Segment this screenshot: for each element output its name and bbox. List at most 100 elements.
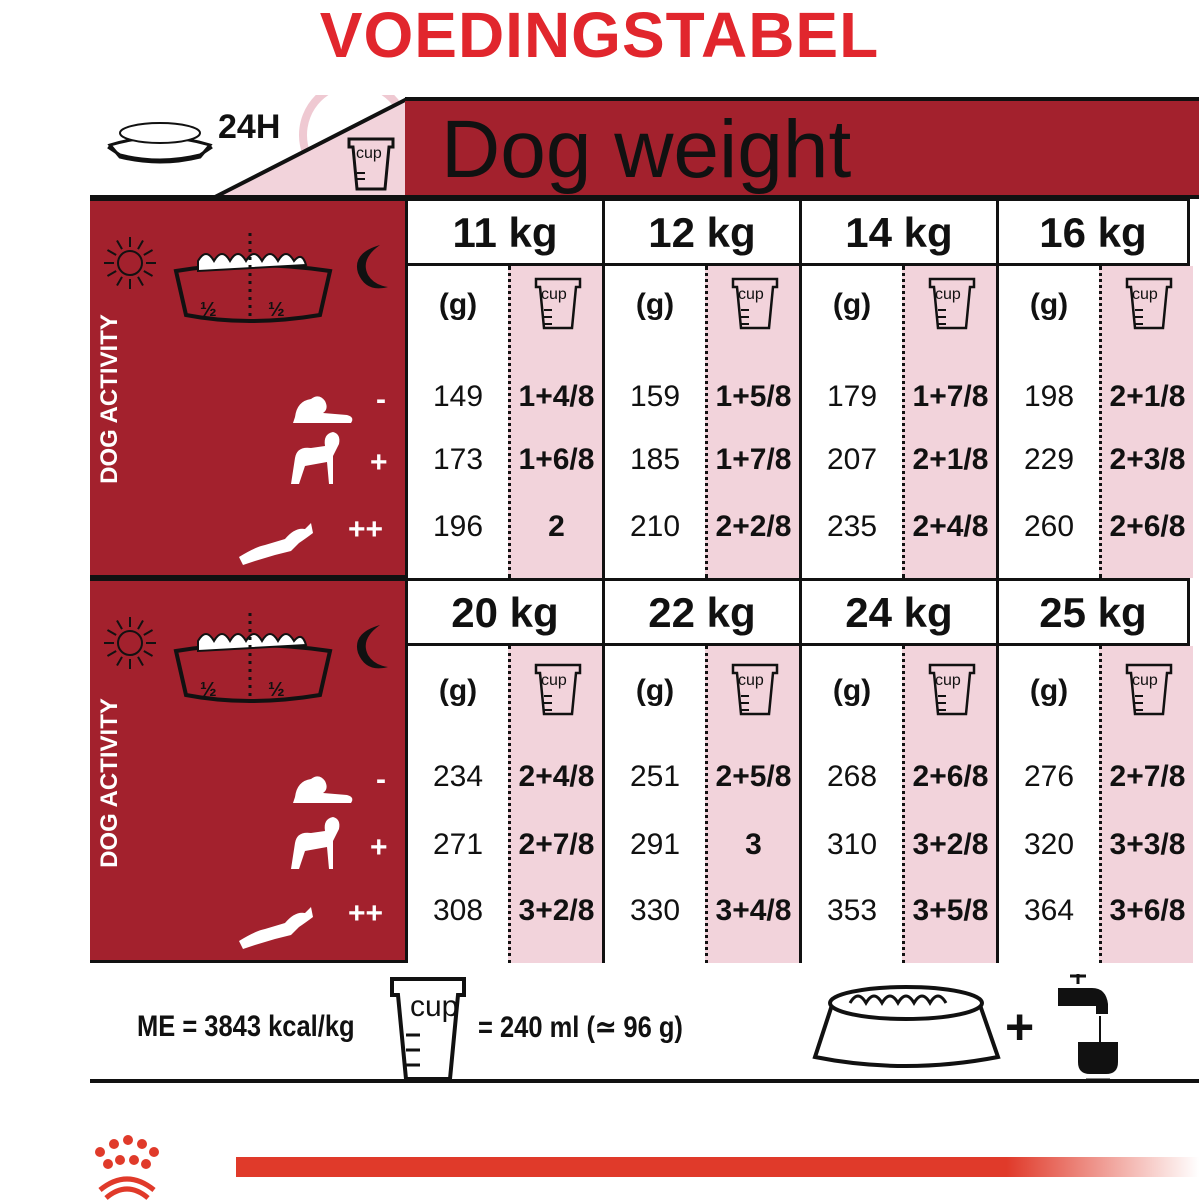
cups-value: 2+6/8 xyxy=(1109,510,1186,543)
activity-level: + xyxy=(370,831,388,864)
cup-column: cup 2+6/8 3+2/8 3+5/8 xyxy=(902,646,996,963)
weight-header: 14 kg xyxy=(802,198,996,266)
divider xyxy=(90,195,1199,199)
cup-label: cup xyxy=(410,990,459,1023)
brand-bar xyxy=(236,1157,1199,1177)
cups-value: 2+1/8 xyxy=(1109,380,1186,413)
activity-level: ++ xyxy=(348,513,384,546)
weight-header: 11 kg xyxy=(408,198,602,266)
weight-header: 12 kg xyxy=(605,198,799,266)
dog-activity-high-icon xyxy=(239,907,313,949)
grams-header: (g) xyxy=(832,288,872,321)
grams-value: 179 xyxy=(826,380,878,413)
grams-value: 185 xyxy=(629,443,681,476)
cup-icon-label: cup xyxy=(935,672,961,689)
dog-activity-medium-icon xyxy=(291,817,340,869)
cup-icon-label: cup xyxy=(738,672,764,689)
dog-activity-low-icon xyxy=(293,396,353,423)
cup-column: cup 2+1/8 2+3/8 2+6/8 xyxy=(1099,266,1193,578)
weight-column: 24 kg cup 2+6/8 3+2/8 3+5/8 (g) 268 310 353 xyxy=(799,578,996,963)
grams-value: 268 xyxy=(826,760,878,793)
half-night: ½ xyxy=(268,679,285,701)
cup-icon-label: cup xyxy=(1132,286,1158,303)
activity-level: ++ xyxy=(348,897,384,930)
cups-value: 2+4/8 xyxy=(912,510,989,543)
grams-value: 330 xyxy=(629,894,681,927)
food-bowl-icon xyxy=(812,985,1001,1068)
dog-activity-medium-icon xyxy=(291,432,340,484)
cups-value: 2+2/8 xyxy=(715,510,792,543)
weight-column: 14 kg cup 1+7/8 2+1/8 2+4/8 (g) 179 207 235 xyxy=(799,198,996,578)
weight-column: 12 kg cup 1+5/8 1+7/8 2+2/8 (g) 159 185 210 xyxy=(602,198,799,578)
grams-header: (g) xyxy=(438,674,478,707)
activity-panel: ½ ½ DOG ACTIVITY - + ++ xyxy=(90,198,405,578)
grams-header: (g) xyxy=(832,674,872,707)
cup-equivalent: = 240 ml (≃ 96 g) xyxy=(478,1011,683,1044)
weight-column: 16 kg cup 2+1/8 2+3/8 2+6/8 (g) 198 229 260 xyxy=(996,198,1193,578)
grams-value: 149 xyxy=(432,380,484,413)
weight-column: 22 kg cup 2+5/8 3 3+4/8 (g) 251 291 330 xyxy=(602,578,799,963)
royal-canin-crown-logo xyxy=(95,1135,159,1200)
activity-panel: ½ ½ DOG ACTIVITY - + ++ xyxy=(90,578,405,963)
cups-value: 3+6/8 xyxy=(1109,894,1186,927)
half-day: ½ xyxy=(200,299,217,321)
grams-value: 173 xyxy=(432,443,484,476)
cup-icon xyxy=(731,663,779,716)
cup-icon xyxy=(534,277,582,330)
weight-column: 25 kg cup 2+7/8 3+3/8 3+6/8 (g) 276 320 364 xyxy=(996,578,1193,963)
grams-value: 310 xyxy=(826,828,878,861)
cup-column: cup 2+4/8 2+7/8 3+2/8 xyxy=(508,646,602,963)
divider xyxy=(90,1079,1199,1083)
grams-value: 353 xyxy=(826,894,878,927)
cup-column: cup 1+5/8 1+7/8 2+2/8 xyxy=(705,266,799,578)
dog-weight-title: Dog weight xyxy=(441,104,852,195)
duration-label: 24H xyxy=(218,108,281,146)
grams-value: 320 xyxy=(1023,828,1075,861)
grams-value: 271 xyxy=(432,828,484,861)
grams-value: 291 xyxy=(629,828,681,861)
weight-header: 20 kg xyxy=(408,578,602,646)
grams-header: (g) xyxy=(635,674,675,707)
grams-value: 159 xyxy=(629,380,681,413)
dog-weight-header: Dog weight xyxy=(405,97,1199,195)
cup-icon-label: cup xyxy=(356,145,382,162)
dog-activity-label: DOG ACTIVITY xyxy=(96,698,123,868)
cups-value: 2+5/8 xyxy=(715,760,792,793)
day-night-bowl-icon xyxy=(104,613,388,703)
cup-icon-label: cup xyxy=(541,286,567,303)
activity-level: + xyxy=(370,446,388,479)
cups-value: 3+3/8 xyxy=(1109,828,1186,861)
cups-value: 2+1/8 xyxy=(912,443,989,476)
grams-value: 235 xyxy=(826,510,878,543)
activity-level: - xyxy=(376,383,386,416)
cups-value: 2+4/8 xyxy=(518,760,595,793)
cup-icon-label: cup xyxy=(541,672,567,689)
grams-value: 229 xyxy=(1023,443,1075,476)
cup-icon xyxy=(928,277,976,330)
cup-icon xyxy=(534,663,582,716)
grams-header: (g) xyxy=(1029,288,1069,321)
cup-icon xyxy=(347,137,395,191)
cup-icon xyxy=(731,277,779,330)
grams-value: 276 xyxy=(1023,760,1075,793)
weight-header: 24 kg xyxy=(802,578,996,646)
plus-sign: + xyxy=(1005,999,1035,1055)
grams-value: 207 xyxy=(826,443,878,476)
activity-level: - xyxy=(376,763,386,796)
grams-header: (g) xyxy=(635,288,675,321)
cups-value: 1+6/8 xyxy=(518,443,595,476)
grams-value: 260 xyxy=(1023,510,1075,543)
weight-header: 16 kg xyxy=(999,198,1187,266)
cup-icon xyxy=(1125,663,1173,716)
cup-column: cup 1+4/8 1+6/8 2 xyxy=(508,266,602,578)
dog-activity-low-icon xyxy=(293,776,353,803)
cups-value: 2+7/8 xyxy=(518,828,595,861)
cup-icon xyxy=(1125,277,1173,330)
weight-header: 22 kg xyxy=(605,578,799,646)
cup-icon-label: cup xyxy=(738,286,764,303)
cup-icon-label: cup xyxy=(1132,672,1158,689)
water-tap-icon xyxy=(1058,974,1118,1082)
grams-value: 234 xyxy=(432,760,484,793)
weight-header: 25 kg xyxy=(999,578,1187,646)
